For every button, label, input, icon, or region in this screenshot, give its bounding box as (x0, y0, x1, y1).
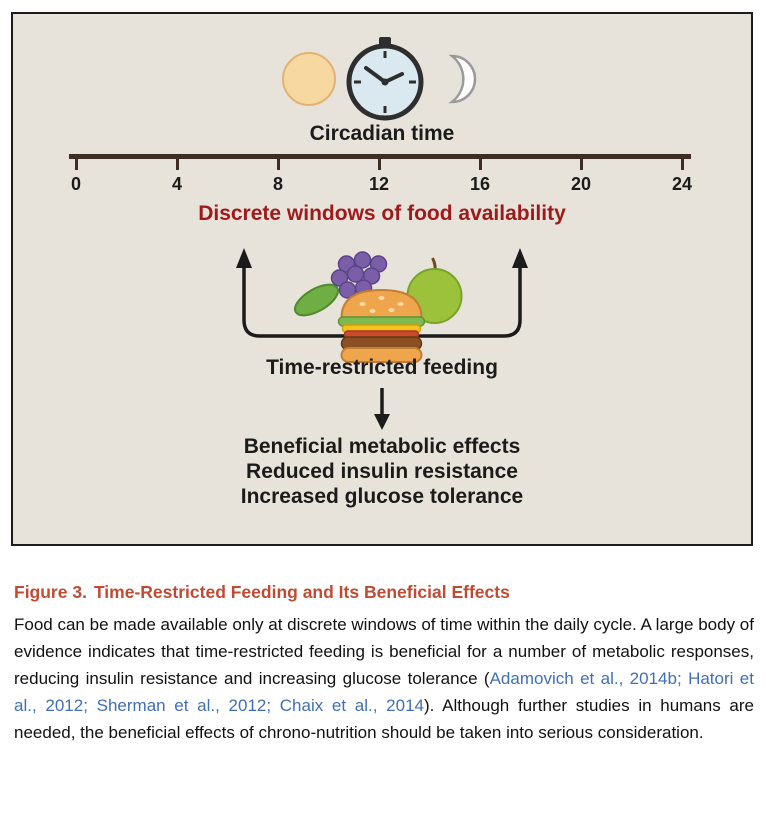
tick-8: 8 (267, 159, 289, 195)
effect-line-2: Reduced insulin resistance (246, 460, 518, 483)
down-arrow-icon (374, 388, 390, 430)
tick-mark (175, 159, 179, 170)
tick-16: 16 (469, 159, 491, 195)
tick-12: 12 (368, 159, 390, 195)
clock-icon (346, 37, 424, 121)
citation-link-hatori-2012[interactable]: Hatori et al., 2012 (14, 669, 754, 715)
caption-body: Food can be made available only at discr… (14, 611, 754, 746)
discrete-windows-heading: Discrete windows of food availability (198, 202, 566, 225)
caption-text: ). Although further studies in humans ar… (14, 696, 754, 742)
citation-link-adamovich-2014b[interactable]: Adamovich et al., 2014b (489, 669, 677, 688)
tick-mark (478, 159, 482, 170)
figure-panel: Circadian time 0 4 8 12 16 20 24 (11, 12, 753, 546)
figure-number-label: Figure 3. (14, 582, 87, 602)
tick-label: 16 (469, 174, 491, 194)
citation-separator: ; (83, 696, 97, 715)
tick-label: 24 (671, 174, 693, 194)
tick-mark (276, 159, 280, 170)
figure-title-text: Time-Restricted Feeding and Its Benefici… (93, 582, 510, 602)
sun-icon (282, 52, 336, 106)
effect-line-3: Increased glucose tolerance (240, 485, 524, 508)
tick-mark (74, 159, 78, 170)
tick-0: 0 (65, 159, 87, 195)
effect-line-1: Beneficial metabolic effects (243, 435, 521, 458)
tick-20: 20 (570, 159, 592, 195)
food-icon (294, 251, 463, 363)
tick-4: 4 (166, 159, 188, 195)
caption-text: Food can be made available only at discr… (14, 615, 754, 688)
curved-arrows-icon (236, 248, 528, 338)
caption-title: Figure 3. Time-Restricted Feeding and Its… (14, 582, 754, 603)
tick-label: 0 (70, 174, 81, 194)
tick-label: 4 (171, 174, 182, 194)
tick-mark (680, 159, 684, 170)
figure-caption: Figure 3. Time-Restricted Feeding and Its… (14, 582, 754, 763)
moon-icon (448, 54, 477, 104)
tick-label: 12 (368, 174, 390, 194)
citation-separator: ; (676, 669, 689, 688)
tick-mark (377, 159, 381, 170)
day-night-icons (13, 36, 751, 122)
citation-separator: ; (266, 696, 280, 715)
tick-label: 8 (272, 174, 283, 194)
tick-24: 24 (671, 159, 693, 195)
citation-link-chaix-2014[interactable]: Chaix et al., 2014 (279, 696, 424, 715)
tick-mark (579, 159, 583, 170)
effects-list: Beneficial metabolic effects Reduced ins… (13, 434, 751, 509)
circadian-time-label: Circadian time (309, 122, 455, 145)
citation-link-sherman-2012[interactable]: Sherman et al., 2012 (96, 696, 267, 715)
timeline-ticks: 0 4 8 12 16 20 24 (65, 159, 693, 195)
timeline-axis (69, 154, 691, 159)
tick-label: 20 (570, 174, 592, 194)
time-restricted-feeding-label: Time-restricted feeding (266, 356, 498, 379)
